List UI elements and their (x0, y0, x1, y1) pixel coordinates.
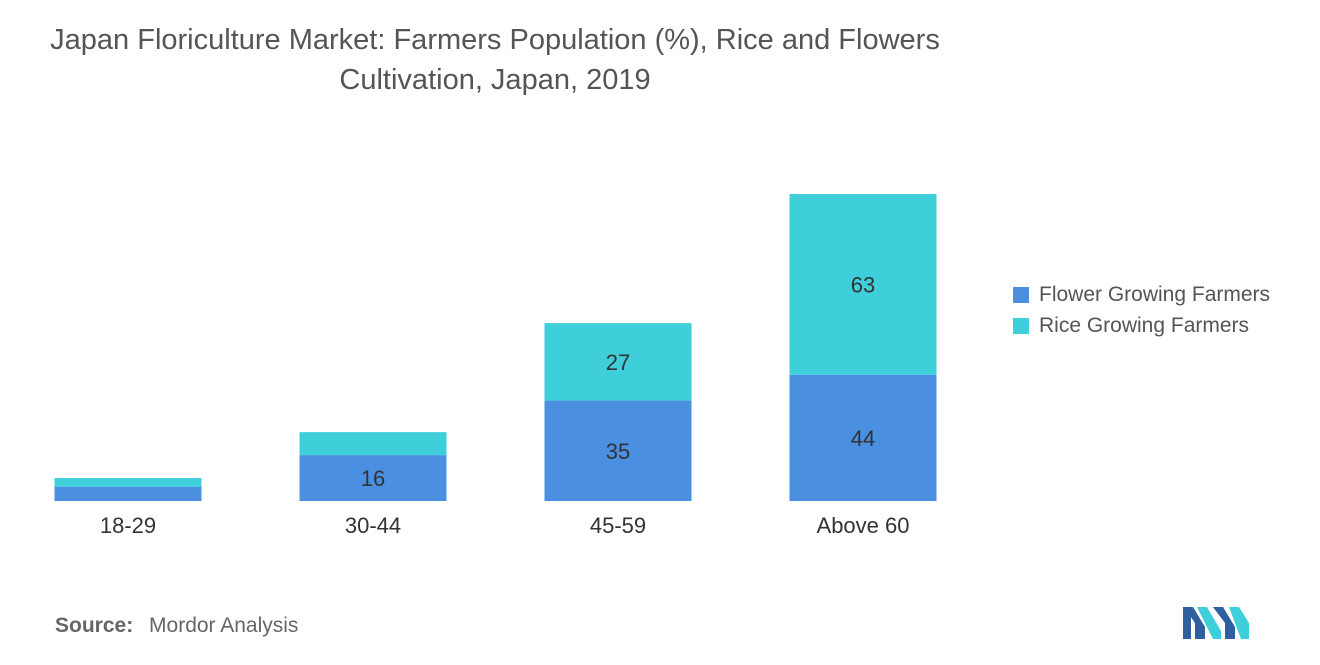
data-label-flower-2: 35 (606, 439, 630, 464)
legend: Flower Growing Farmers Rice Growing Farm… (1013, 279, 1270, 341)
legend-label-rice: Rice Growing Farmers (1039, 313, 1250, 337)
x-tick-label-1: 30-44 (345, 513, 401, 538)
data-label-rice-2: 27 (606, 350, 630, 375)
bar-rice-0 (54, 478, 202, 487)
data-label-flower-3: 44 (851, 426, 875, 451)
bar-rice-2 (544, 323, 692, 401)
data-label-rice-3: 63 (851, 272, 875, 297)
x-tick-label-3: Above 60 (817, 513, 910, 538)
legend-label-flower: Flower Growing Farmers (1039, 282, 1271, 306)
bar-rice-3 (789, 194, 937, 375)
x-tick-label-0: 18-29 (100, 513, 156, 538)
legend-swatch-rice (1013, 317, 1029, 334)
mordor-logo-icon (1183, 607, 1249, 639)
source-label: Source: (55, 614, 134, 637)
bar-rice-1 (299, 432, 447, 456)
legend-swatch-flower (1013, 286, 1029, 303)
chart-title-line-2: Cultivation, Japan, 2019 (339, 64, 651, 96)
chart-title-line-1: Japan Floriculture Market: Farmers Popul… (50, 24, 940, 56)
bar-flower-3 (789, 374, 937, 501)
source-note: Source: Mordor Analysis (55, 614, 298, 638)
bar-flower-2 (544, 400, 692, 501)
chart-title: Japan Floriculture Market: Farmers Popul… (0, 20, 990, 100)
source-value: Mordor Analysis (149, 614, 299, 637)
x-tick-label-2: 45-59 (590, 513, 646, 538)
bar-flower-0 (54, 486, 202, 501)
legend-item-flower[interactable]: Flower Growing Farmers (1013, 279, 1270, 310)
bar-flower-1 (299, 455, 447, 501)
data-label-flower-1: 16 (361, 466, 385, 491)
legend-item-rice[interactable]: Rice Growing Farmers (1013, 310, 1270, 341)
